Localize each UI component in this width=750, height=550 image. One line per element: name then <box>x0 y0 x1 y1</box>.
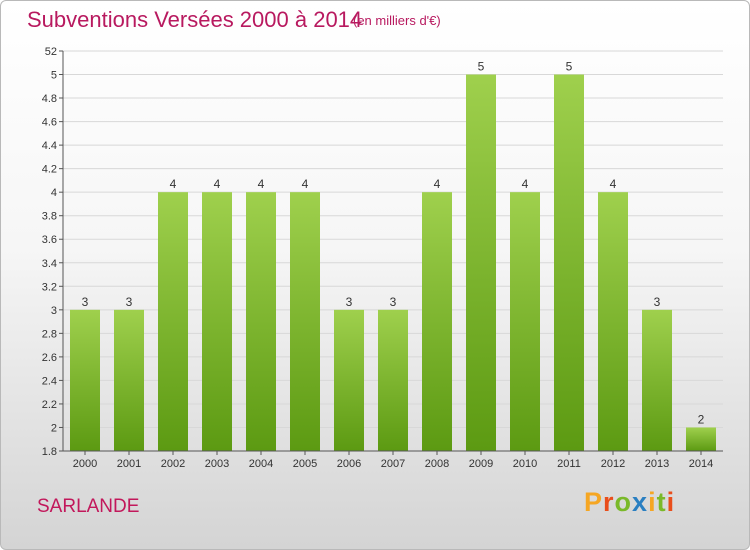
bar-2001 <box>114 309 144 451</box>
value-label: 4 <box>170 177 177 191</box>
logo-letter: t <box>656 487 667 517</box>
x-tick-label: 2002 <box>161 458 185 470</box>
y-tick-label: 52 <box>45 46 57 58</box>
logo-letter: i <box>666 487 676 517</box>
value-label: 3 <box>82 295 89 309</box>
proxiti-logo[interactable]: Proxiti <box>584 487 675 518</box>
bar-2003 <box>202 192 232 452</box>
value-label: 5 <box>478 60 485 74</box>
bar-2002 <box>158 192 188 452</box>
x-tick-labels: 2000 2001 2002 2003 2004 2005 2006 2007 2008 2009… <box>73 458 713 470</box>
y-tick-label: 4 <box>51 187 57 199</box>
x-tick-label: 2009 <box>469 458 493 470</box>
x-tick-label: 2003 <box>205 458 229 470</box>
value-label: 5 <box>566 60 573 74</box>
x-tick-label: 2014 <box>689 458 713 470</box>
bar-2000 <box>70 309 100 451</box>
bar-2010 <box>510 192 540 452</box>
bar-2009 <box>466 74 496 451</box>
y-tick-label: 3.2 <box>42 281 57 293</box>
y-tick-label: 2.4 <box>42 375 57 387</box>
value-label: 4 <box>610 177 617 191</box>
y-tick-label: 3 <box>51 305 57 317</box>
x-tick-label: 2010 <box>513 458 537 470</box>
value-label: 4 <box>522 177 529 191</box>
value-labels: 3 3 4 4 4 4 3 3 4 5 4 5 4 3 2 <box>82 60 705 427</box>
y-tick-label: 3.8 <box>42 211 57 223</box>
bar-2006 <box>334 309 364 451</box>
y-tick-label: 4.6 <box>42 117 57 129</box>
x-tick-label: 2005 <box>293 458 317 470</box>
bar-2011 <box>554 74 584 451</box>
bar-2007 <box>378 309 408 451</box>
bar-2008 <box>422 192 452 452</box>
bar-2004 <box>246 192 276 452</box>
commune-name: SARLANDE <box>37 496 140 517</box>
x-tick-label: 2012 <box>601 458 625 470</box>
x-tick-label: 2011 <box>557 458 581 470</box>
chart-subtitle: (en milliers d'€) <box>353 13 441 28</box>
y-tick-label: 2.2 <box>42 399 57 411</box>
value-label: 4 <box>258 177 265 191</box>
logo-letter: o <box>614 487 633 517</box>
y-tick-label: 3.6 <box>42 234 57 246</box>
y-tick-label: 1.8 <box>42 446 57 458</box>
logo-letter: P <box>584 487 604 517</box>
y-tick-label: 5 <box>51 70 57 82</box>
y-tick-labels: 1.8 2 2.2 2.4 2.6 2.8 3 3.2 3.4 3.6 3.8 4 4.2 4.4 4.6 4… <box>42 46 57 458</box>
y-tick-label: 2 <box>51 422 57 434</box>
x-tick-label: 2008 <box>425 458 449 470</box>
bar-2005 <box>290 192 320 452</box>
y-tick-label: 3.4 <box>42 258 57 270</box>
value-label: 3 <box>390 295 397 309</box>
x-tick-label: 2001 <box>117 458 141 470</box>
value-label: 3 <box>654 295 661 309</box>
y-tick-label: 4.2 <box>42 164 57 176</box>
value-label: 4 <box>214 177 221 191</box>
bar-2014 <box>686 427 716 451</box>
chart-title: Subventions Versées 2000 à 2014 <box>27 7 363 32</box>
y-tick-label: 2.6 <box>42 352 57 364</box>
x-tick-label: 2007 <box>381 458 405 470</box>
bars <box>70 74 716 452</box>
value-label: 4 <box>302 177 309 191</box>
axes <box>62 51 723 455</box>
y-tick-label: 4.8 <box>42 93 57 105</box>
x-tick-label: 2013 <box>645 458 669 470</box>
logo-letter: r <box>603 487 615 517</box>
bar-2013 <box>642 309 672 451</box>
value-label: 3 <box>346 295 353 309</box>
x-tick-label: 2006 <box>337 458 361 470</box>
y-tick-label: 2.8 <box>42 328 57 340</box>
bar-2012 <box>598 192 628 452</box>
x-tick-label: 2000 <box>73 458 97 470</box>
value-label: 2 <box>698 412 705 426</box>
value-label: 3 <box>126 295 133 309</box>
logo-letter: x <box>632 487 649 517</box>
value-label: 4 <box>434 177 441 191</box>
logo-letter: i <box>648 487 657 517</box>
y-tick-label: 4.4 <box>42 140 57 152</box>
x-tick-label: 2004 <box>249 458 273 470</box>
